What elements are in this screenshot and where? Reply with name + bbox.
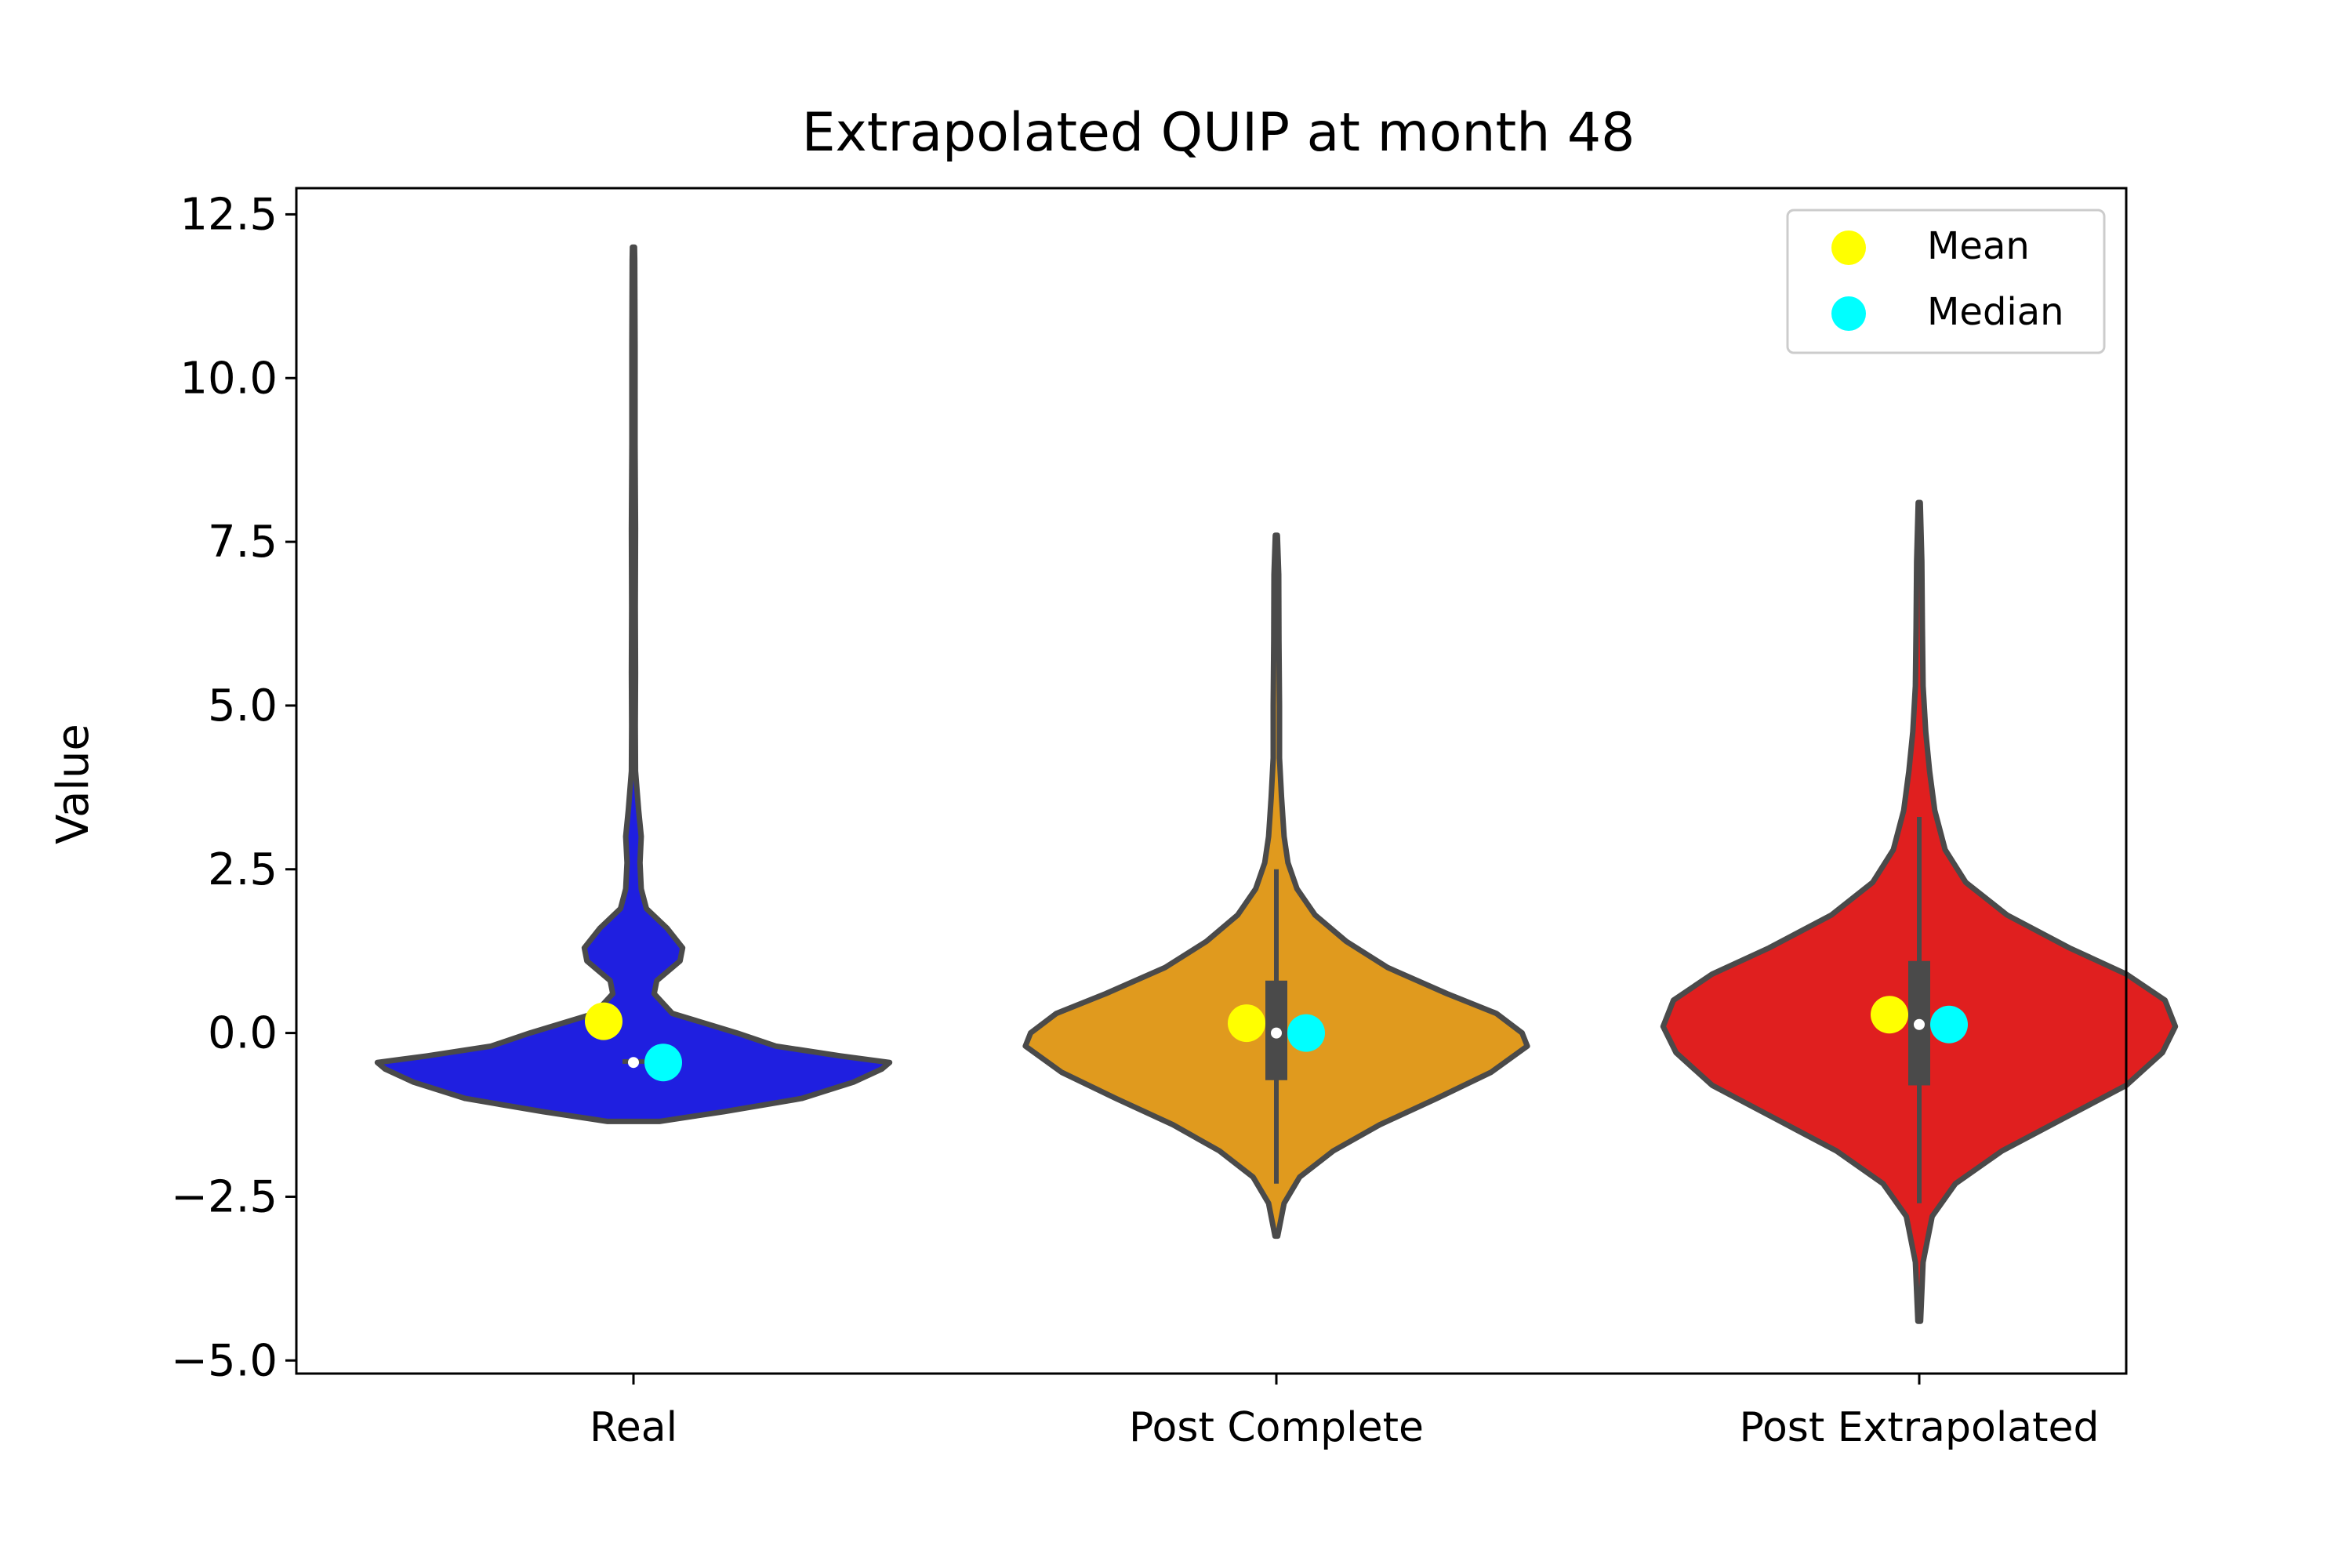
violin-median-dot — [1914, 1018, 1925, 1030]
legend-median-marker — [1831, 296, 1866, 331]
mean-marker — [585, 1002, 622, 1040]
mean-marker — [1228, 1004, 1265, 1043]
y-tick-label: 5.0 — [208, 681, 278, 731]
y-tick-label: −5.0 — [171, 1335, 278, 1386]
median-marker — [1287, 1014, 1325, 1052]
y-tick-label: −2.5 — [171, 1171, 278, 1222]
median-marker — [644, 1044, 682, 1082]
y-axis-label: Value — [48, 724, 99, 844]
x-ticks: Real Post Complete Post Extrapolated — [590, 1374, 2100, 1451]
y-tick-label: 10.0 — [180, 353, 278, 404]
legend-box — [1786, 209, 2106, 354]
x-tick-label: Post Complete — [1129, 1404, 1424, 1451]
legend: Mean Median — [1786, 209, 2106, 354]
legend-median-label: Median — [1927, 290, 2064, 334]
chart-title: Extrapolated QUIP at month 48 — [802, 102, 1635, 164]
x-tick-label: Post Extrapolated — [1739, 1404, 2099, 1451]
y-tick-label: 0.0 — [208, 1008, 278, 1059]
y-tick-label: 7.5 — [208, 517, 278, 568]
violin-group — [1660, 499, 2179, 1324]
x-tick-label: Real — [590, 1404, 677, 1451]
legend-mean-label: Mean — [1927, 224, 2030, 268]
violin-median-dot — [628, 1057, 639, 1069]
violin-median-dot — [1271, 1027, 1282, 1039]
plot-frame — [295, 187, 2128, 1375]
y-tick-label: 12.5 — [180, 189, 278, 240]
legend-mean-marker — [1831, 230, 1866, 265]
y-ticks: −5.0 −2.5 0.0 2.5 5.0 7.5 10.0 12.5 — [171, 189, 296, 1386]
median-marker — [1930, 1005, 1968, 1044]
violin-group — [374, 244, 893, 1124]
y-tick-label: 2.5 — [208, 844, 278, 895]
violin-group — [1022, 532, 1530, 1240]
violins-layer — [374, 244, 2179, 1324]
violin-body — [374, 244, 893, 1124]
mean-marker — [1871, 996, 1908, 1034]
